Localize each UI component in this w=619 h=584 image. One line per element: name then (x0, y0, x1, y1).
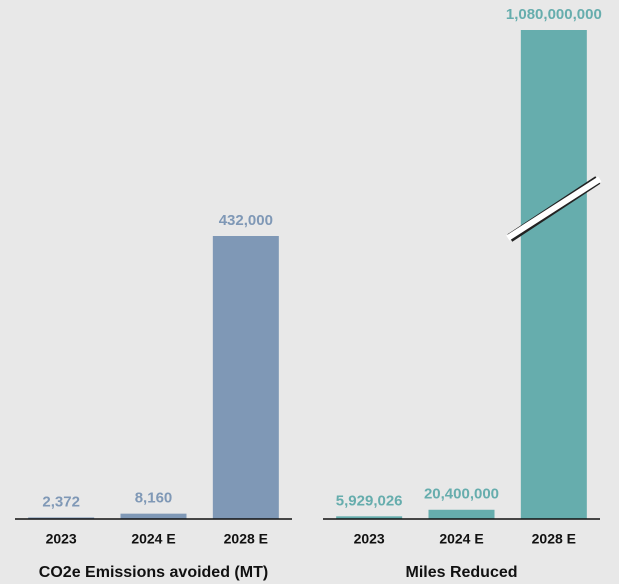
bar (212, 236, 279, 519)
value-label: 432,000 (219, 212, 273, 229)
chart-title: Miles Reduced (405, 564, 517, 581)
axis-break (506, 176, 602, 241)
bar (336, 516, 403, 519)
x-tick-label: 2023 (354, 531, 385, 547)
x-tick-label: 2028 E (532, 531, 576, 547)
x-tick-label: 2024 E (131, 531, 175, 547)
x-tick-label: 2024 E (439, 531, 483, 547)
x-tick-label: 2023 (46, 531, 77, 547)
chart-title: CO2e Emissions avoided (MT) (39, 564, 268, 581)
value-label: 1,080,000,000 (506, 6, 602, 23)
x-tick-label: 2028 E (224, 531, 268, 547)
bar (28, 517, 95, 519)
value-label: 8,160 (135, 490, 173, 507)
bar (428, 509, 495, 519)
bar (120, 513, 187, 519)
value-label: 20,400,000 (424, 486, 499, 503)
value-label: 5,929,026 (336, 492, 403, 509)
value-label: 2,372 (42, 493, 80, 510)
bar (520, 30, 587, 519)
